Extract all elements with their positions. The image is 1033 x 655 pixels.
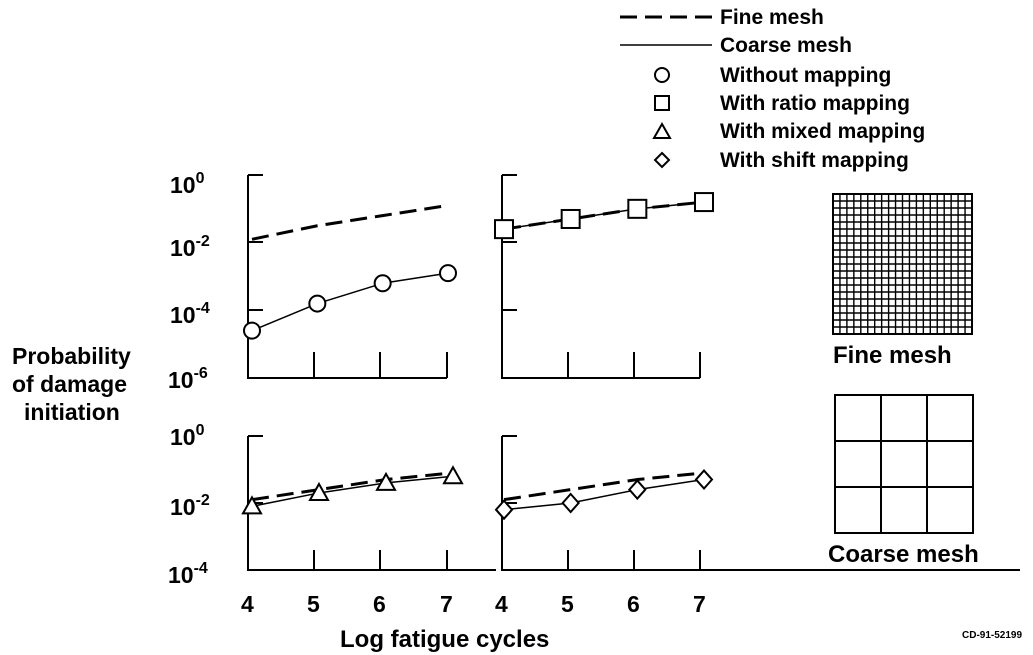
legend-triangle-marker	[652, 121, 672, 139]
legend-diamond-marker	[653, 151, 671, 169]
data-point-circle-x6	[373, 274, 392, 293]
y-axis-label-line-2: of damage	[12, 371, 127, 397]
data-point-square-x7	[694, 192, 714, 213]
coarse-mesh-illustration	[834, 394, 974, 534]
series-line-with-mixed-mapping	[251, 475, 454, 508]
x-tick-right-6: 6	[627, 591, 640, 617]
data-point-triangle-x6	[375, 471, 397, 491]
y-tick-label-bottom-m2: 10-2	[170, 492, 210, 520]
svg-text:100: 100	[170, 422, 205, 450]
legend-ratio-mapping: With ratio mapping	[720, 92, 910, 115]
y-tick-label-top-m2: 10-2	[170, 233, 210, 261]
x-tick-right-5: 5	[561, 591, 574, 617]
panel-bottom-left-series	[241, 465, 464, 515]
legend-mixed-mapping: With mixed mapping	[720, 120, 925, 143]
x-tick-left-5: 5	[307, 591, 320, 617]
legend-square-marker	[654, 95, 670, 111]
y-tick-label-top-0: 100	[170, 170, 205, 198]
panel-top-right-series	[494, 192, 714, 240]
x-tick-left-7: 7	[440, 591, 453, 617]
x-tick-left-4: 4	[241, 591, 254, 617]
svg-text:10-6: 10-6	[168, 365, 208, 393]
series-line-without-mapping	[251, 272, 449, 332]
panel-top-left-series	[243, 203, 457, 340]
x-tick-right-4: 4	[495, 591, 508, 617]
panel-bottom-right-series	[494, 469, 714, 521]
data-point-triangle-x5	[308, 481, 330, 501]
y-axis-label-line-3: initiation	[24, 399, 120, 425]
data-point-square-x5	[560, 208, 581, 229]
svg-text:10-4: 10-4	[168, 560, 208, 588]
svg-text:10-2: 10-2	[170, 492, 210, 520]
x-axis-label: Log fatigue cycles	[340, 626, 549, 653]
panel-top-left-axes	[247, 174, 448, 379]
legend-shift-mapping: With shift mapping	[720, 149, 909, 172]
legend: Fine mesh Coarse mesh Without mapping Wi…	[620, 6, 925, 172]
series-line-fine-mesh	[251, 203, 449, 241]
data-point-circle-x4	[243, 321, 261, 340]
data-point-diamond-x7	[694, 469, 714, 491]
data-point-circle-x5	[308, 294, 327, 313]
data-point-triangle-x7	[442, 465, 464, 485]
legend-coarse-mesh: Coarse mesh	[720, 34, 852, 57]
y-tick-label-top-m6: 10-6	[168, 365, 208, 393]
y-tick-label-bottom-0: 100	[170, 422, 205, 450]
panel-bottom-right-axes	[501, 435, 1020, 571]
series-line-with-ratio-mapping	[503, 201, 705, 230]
svg-text:10-4: 10-4	[170, 300, 210, 328]
svg-text:10-2: 10-2	[170, 233, 210, 261]
svg-text:100: 100	[170, 170, 205, 198]
series-line-fine-mesh	[251, 471, 454, 502]
panel-bottom-left-axes	[247, 435, 496, 571]
data-point-diamond-x6	[627, 479, 647, 501]
panel-top-right-axes	[501, 174, 701, 379]
coarse-mesh-label: Coarse mesh	[828, 541, 979, 568]
data-point-square-x4	[494, 219, 514, 240]
data-point-square-x6	[627, 198, 648, 219]
legend-circle-marker	[654, 67, 670, 83]
y-tick-label-bottom-m4: 10-4	[168, 560, 208, 588]
legend-fine-mesh: Fine mesh	[720, 6, 824, 29]
series-line-with-shift-mapping	[503, 478, 705, 511]
data-point-diamond-x5	[561, 492, 581, 514]
data-point-diamond-x4	[494, 499, 514, 521]
fine-mesh-label: Fine mesh	[833, 342, 952, 369]
x-tick-right-7: 7	[693, 591, 706, 617]
data-point-circle-x7	[439, 264, 457, 283]
figure-code: CD-91-52199	[962, 630, 1022, 641]
legend-without-mapping: Without mapping	[720, 64, 891, 87]
data-point-triangle-x4	[241, 495, 263, 515]
y-tick-label-top-m4: 10-4	[170, 300, 210, 328]
y-axis-label-line-1: Probability	[12, 343, 131, 369]
series-line-fine-mesh	[503, 471, 705, 502]
fine-mesh-illustration	[832, 193, 973, 335]
x-tick-left-6: 6	[373, 591, 386, 617]
